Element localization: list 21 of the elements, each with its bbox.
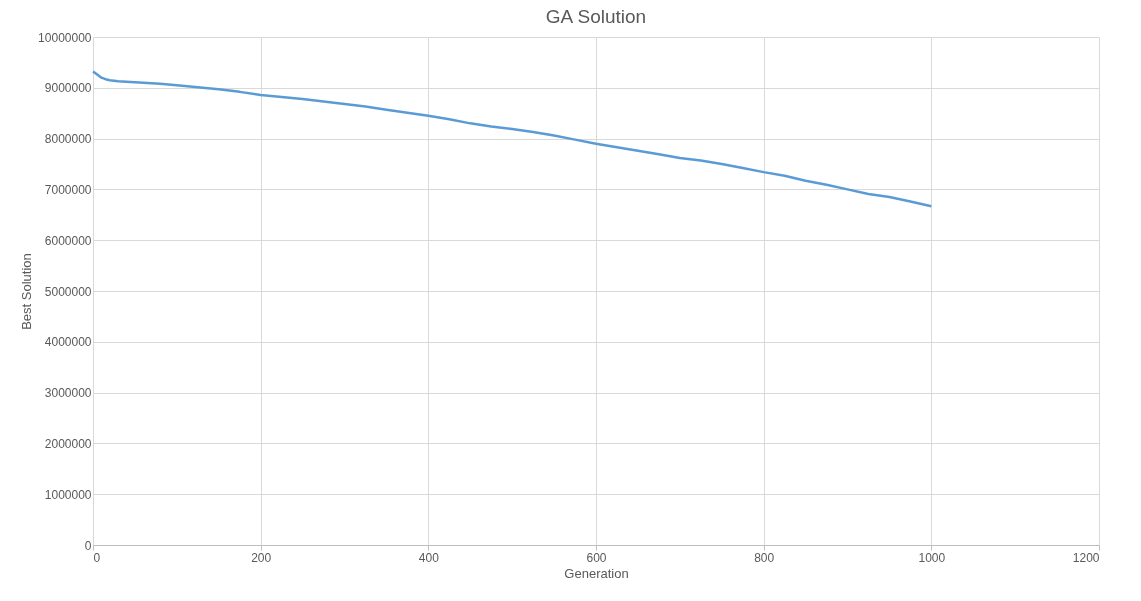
x-tick-label: 800 <box>754 550 775 565</box>
y-tick-label: 10000000 <box>38 30 92 45</box>
x-tick-label: 600 <box>586 550 607 565</box>
y-tick-label: 7000000 <box>44 182 92 197</box>
y-tick-label: 0 <box>84 538 92 553</box>
y-tick-label: 1000000 <box>44 487 92 502</box>
x-tick-label: 200 <box>251 550 272 565</box>
x-tick-label: 400 <box>418 550 440 565</box>
y-tick-label: 9000000 <box>44 81 92 96</box>
line-series <box>91 70 933 208</box>
x-axis-title: Generation <box>564 565 629 581</box>
y-tick-label: 8000000 <box>44 132 92 147</box>
y-tick-label: 5000000 <box>44 284 92 299</box>
chart-title: GA Solution <box>545 6 647 27</box>
y-tick-label: 6000000 <box>44 233 92 248</box>
y-tick-label: 2000000 <box>44 436 92 451</box>
y-tick-label: 3000000 <box>44 386 92 401</box>
x-tick-label: 1200 <box>1072 550 1100 565</box>
y-tick-label: 4000000 <box>44 335 92 350</box>
x-tick-label: 1000 <box>918 550 946 565</box>
y-axis-title: Best Solution <box>19 253 35 330</box>
